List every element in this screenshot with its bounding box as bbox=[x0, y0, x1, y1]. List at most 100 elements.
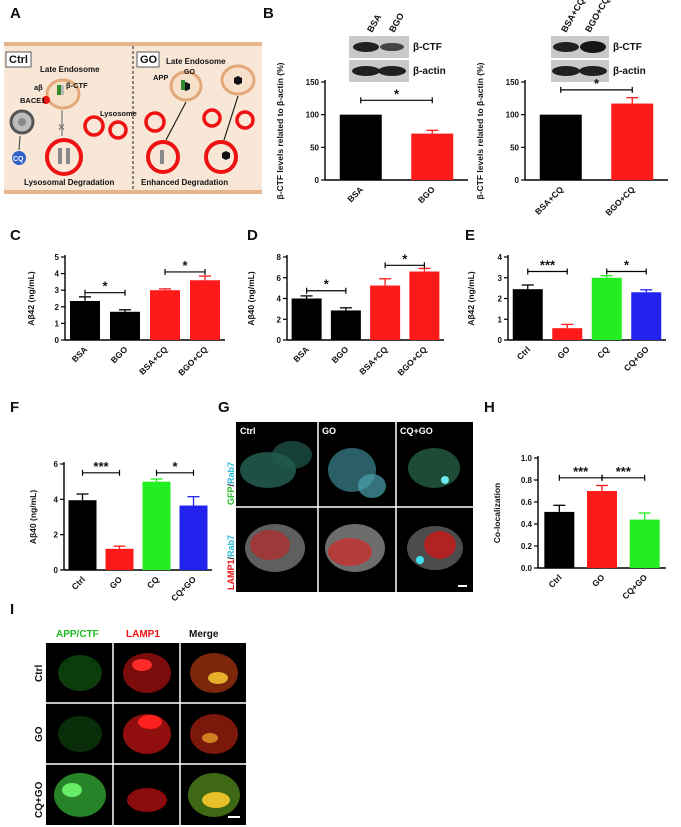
i-r2-merge-yellow bbox=[202, 733, 218, 743]
d-ytick-label-2: 4 bbox=[277, 295, 282, 304]
h-ytick-label-1: 0.2 bbox=[521, 542, 533, 551]
c-ytick-label-1: 1 bbox=[55, 319, 60, 328]
h-y-label: Co-localization bbox=[492, 483, 502, 543]
h-bar-1 bbox=[587, 491, 617, 568]
c-category-2: BSA+CQ bbox=[137, 344, 170, 377]
e-category-2: CQ bbox=[595, 344, 611, 360]
microscopy-g: Ctrl GO CQ+GO GFP/Rab7 LAMP1/Rab7 bbox=[226, 422, 473, 592]
app-marker-go bbox=[181, 80, 185, 90]
go-label: GO bbox=[140, 54, 158, 66]
h-bar-2 bbox=[629, 519, 660, 568]
d-bar-3 bbox=[409, 271, 440, 340]
h-category-2: CQ+GO bbox=[620, 572, 649, 601]
i-row-ctrl: Ctrl bbox=[34, 665, 45, 682]
b-right-bar-1 bbox=[611, 103, 654, 180]
b-right-y-label: β-CTF levels related to β-actin (%) bbox=[475, 62, 485, 199]
blot-left: BSA BGO β-CTF β-actin bbox=[349, 11, 446, 82]
i-r2-green bbox=[58, 716, 102, 752]
microscopy-i: APP/CTF LAMP1 Merge Ctrl GO CQ+GO bbox=[34, 629, 246, 825]
abeta-label: aβ bbox=[34, 83, 43, 92]
b-left-bar-1 bbox=[411, 133, 454, 180]
i-r1-green bbox=[58, 655, 102, 691]
blot-left-ctf-band-2 bbox=[380, 43, 404, 51]
g-row2-lamp1: LAMP1 bbox=[226, 559, 236, 590]
c-sig-label-1: * bbox=[182, 258, 188, 273]
bace1-marker bbox=[42, 96, 50, 104]
lysosome-go-3 bbox=[235, 110, 255, 130]
f-category-3: CQ+GO bbox=[169, 574, 198, 603]
h-ytick-label-0: 0.0 bbox=[521, 564, 533, 573]
go-small-label: GO bbox=[184, 69, 195, 76]
g-col-go: GO bbox=[322, 426, 336, 436]
go-hexagon-2 bbox=[234, 76, 242, 85]
g-row1-label: GFP/Rab7 bbox=[226, 462, 236, 505]
c-bar-0 bbox=[70, 300, 100, 340]
g-r2-c3-red bbox=[424, 531, 456, 559]
panel-label-d: D bbox=[247, 227, 258, 244]
e-sig-label-1: * bbox=[624, 258, 630, 273]
e-y-label: Aβ42 (ng/mL) bbox=[466, 271, 476, 325]
e-category-0: Ctrl bbox=[515, 344, 532, 361]
app-marker-ctrl-2 bbox=[61, 85, 64, 95]
b-left-ytick-label-0: 0 bbox=[315, 176, 320, 185]
beta-ctf-label: β-CTF bbox=[66, 81, 88, 90]
e-sig-label-0: *** bbox=[540, 258, 556, 273]
d-ytick-label-3: 6 bbox=[277, 274, 282, 283]
blot-left-actin-label: β-actin bbox=[413, 66, 446, 77]
membrane-bottom bbox=[4, 190, 262, 194]
c-ytick-label-0: 0 bbox=[55, 336, 60, 345]
b-right-sig-label-0: * bbox=[594, 76, 600, 91]
d-sig-label-0: * bbox=[324, 277, 330, 292]
enhanced-degradation-label: Enhanced Degradation bbox=[141, 178, 228, 187]
e-category-1: GO bbox=[555, 344, 572, 361]
c-ytick-label-3: 3 bbox=[55, 286, 60, 295]
blot-left-actin-band-2 bbox=[378, 66, 406, 76]
membrane-top bbox=[4, 42, 262, 46]
d-y-label: Aβ40 (ng/mL) bbox=[246, 271, 256, 325]
blot-left-lane-1: BSA bbox=[365, 12, 383, 34]
h-ytick-label-3: 0.6 bbox=[521, 498, 533, 507]
blot-right-actin-label: β-actin bbox=[613, 66, 646, 77]
e-bar-0 bbox=[512, 289, 543, 340]
block-mark: × bbox=[58, 120, 65, 134]
d-bar-0 bbox=[291, 298, 322, 340]
panel-label-a: A bbox=[10, 5, 21, 22]
blot-right: BSA+CQ BGO+CQ β-CTF β-actin bbox=[551, 0, 646, 82]
c-bar-3 bbox=[190, 280, 220, 340]
e-ytick-label-3: 3 bbox=[498, 274, 503, 283]
b-right-ytick-label-2: 100 bbox=[506, 111, 520, 120]
f-ytick-label-0: 0 bbox=[54, 566, 59, 575]
i-col-appctf: APP/CTF bbox=[56, 629, 99, 640]
b-left-ytick-label-2: 100 bbox=[306, 111, 320, 120]
d-bar-2 bbox=[370, 285, 401, 340]
arrow-go-1 bbox=[165, 101, 187, 141]
panel-label-h: H bbox=[484, 399, 495, 416]
d-sig-label-1: * bbox=[402, 251, 408, 266]
g-r2-c1-red bbox=[250, 530, 290, 560]
blot-right-actin-band-1 bbox=[552, 66, 580, 76]
h-ytick-label-5: 1.0 bbox=[521, 454, 533, 463]
lysosome-label: Lysosome bbox=[100, 109, 137, 118]
blot-right-lane-2: BGO+CQ bbox=[583, 0, 611, 34]
i-r1-red-bright bbox=[132, 659, 152, 671]
cq-label: CQ bbox=[13, 156, 24, 163]
chart-b-left: 0 50 100 150 β-CTF levels related to β-actin… bbox=[275, 62, 468, 205]
e-ytick-label-0: 0 bbox=[498, 336, 503, 345]
g-row1-gfp: GFP bbox=[226, 486, 236, 505]
panel-label-i: I bbox=[10, 601, 14, 618]
lyso-degradation-label: Lysosomal Degradation bbox=[24, 178, 115, 187]
d-category-3: BGO+CQ bbox=[395, 344, 429, 378]
f-category-1: GO bbox=[107, 574, 124, 591]
d-ytick-label-4: 8 bbox=[277, 253, 282, 262]
g-col-ctrl: Ctrl bbox=[240, 426, 256, 436]
i-r1-merge-yellow bbox=[208, 672, 228, 684]
g-r2-c3-dot bbox=[416, 556, 424, 564]
b-left-bar-0 bbox=[339, 114, 382, 180]
b-left-ytick-label-3: 150 bbox=[306, 78, 320, 87]
b-right-ytick-label-0: 0 bbox=[515, 176, 520, 185]
g-r1-c3-dot bbox=[441, 476, 449, 484]
b-left-y-label: β-CTF levels related to β-actin (%) bbox=[275, 62, 285, 199]
i-r2-red-bright bbox=[138, 715, 162, 729]
e-ytick-label-4: 4 bbox=[498, 253, 503, 262]
